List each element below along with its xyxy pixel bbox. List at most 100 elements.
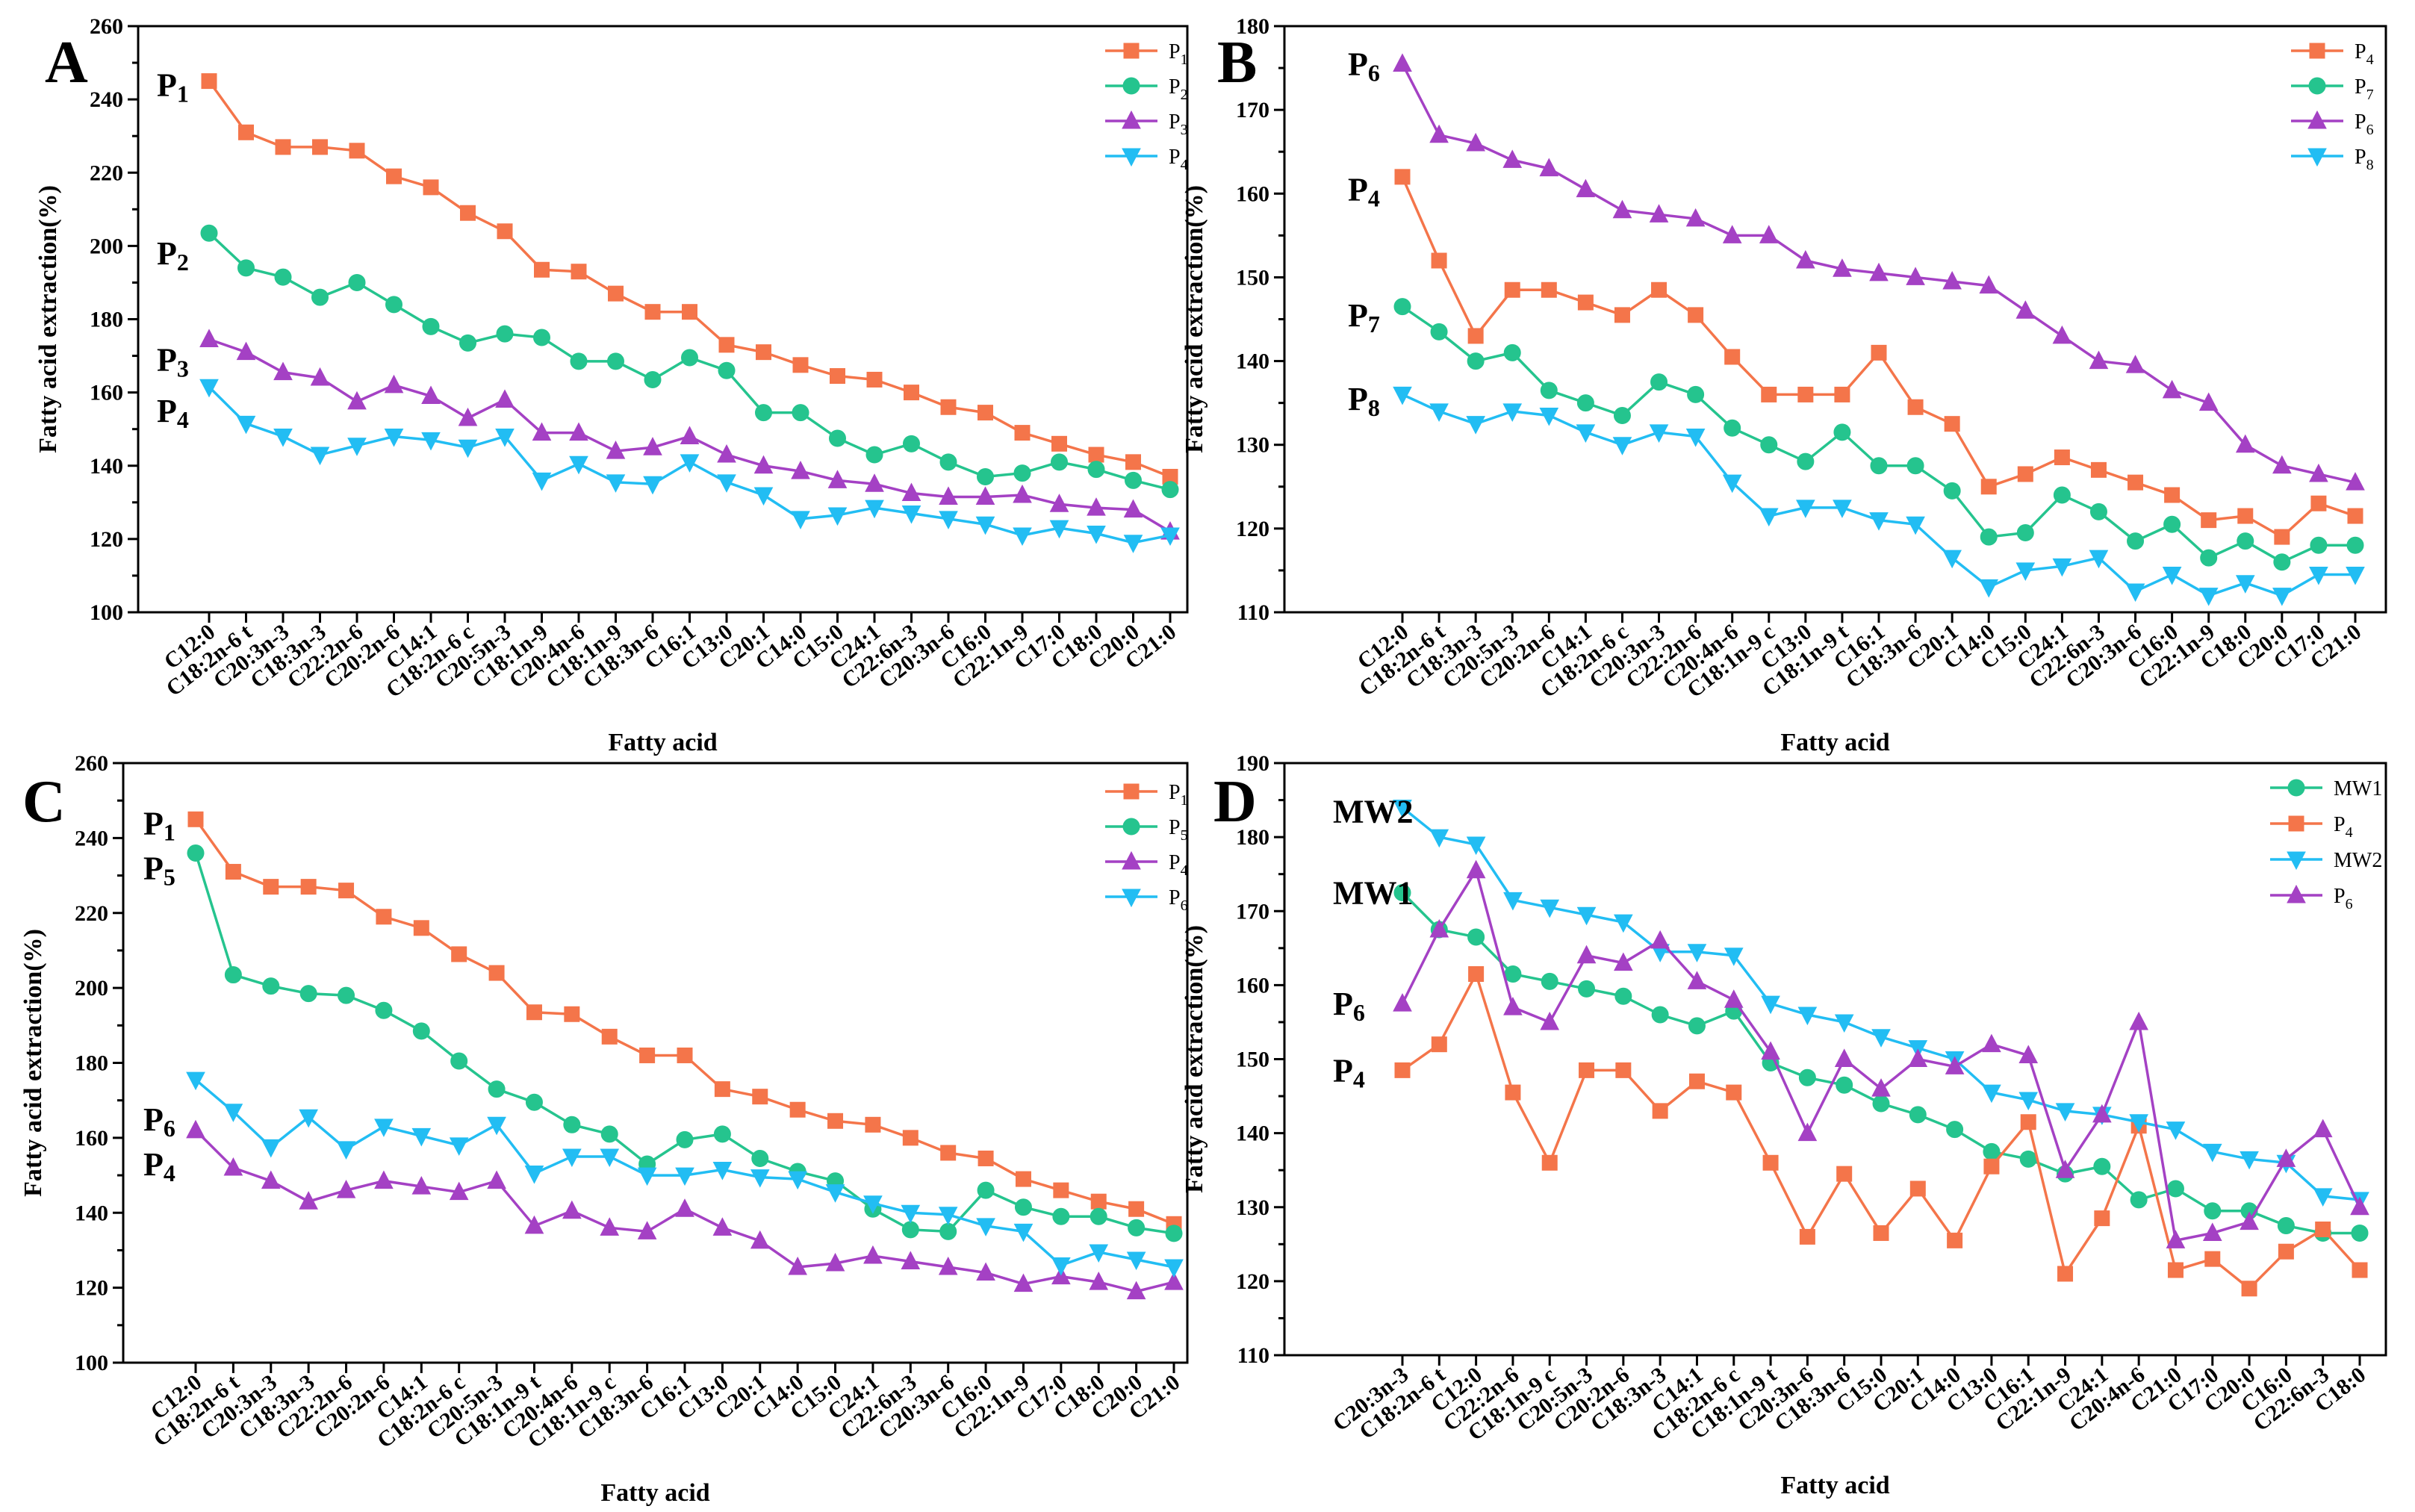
data-point [312, 139, 328, 155]
data-point [200, 224, 218, 242]
data-point [2127, 532, 2145, 550]
data-point [1052, 1207, 1070, 1225]
data-point [569, 422, 588, 441]
data-point [1504, 965, 1522, 983]
data-point [223, 1104, 243, 1122]
data-point [1430, 323, 1448, 340]
data-point [497, 223, 513, 240]
data-point [2201, 512, 2217, 529]
legend-entry: MW1 [2270, 777, 2382, 800]
legend-label: P1 [1169, 781, 1188, 809]
data-point [274, 268, 292, 286]
data-point [2053, 486, 2071, 504]
data-point [2015, 562, 2036, 582]
data-point [830, 368, 845, 385]
data-point [1393, 53, 1412, 72]
data-point [449, 1137, 469, 1156]
plot-frame [1283, 25, 2387, 614]
data-point [299, 1109, 318, 1128]
data-point [2125, 355, 2145, 373]
series-annotation: P3 [157, 341, 189, 382]
data-point [1869, 262, 1889, 281]
data-point [1612, 199, 1632, 219]
series-line [1401, 867, 2361, 1242]
data-point [1833, 423, 1851, 441]
data-point [224, 966, 242, 984]
data-point [1687, 971, 1707, 989]
data-point [902, 1130, 919, 1146]
data-point [348, 273, 366, 291]
data-point [600, 1217, 620, 1236]
y-tick-label: 140 [1236, 349, 1269, 374]
data-point [2277, 1217, 2295, 1235]
panel-letter: C [22, 769, 66, 835]
data-point [347, 438, 367, 456]
data-point [413, 920, 429, 936]
series-annotation: P7 [1348, 297, 1380, 337]
data-point [978, 1150, 994, 1166]
y-tick-label: 220 [75, 901, 108, 926]
data-point [2162, 567, 2182, 585]
data-point [2315, 1221, 2331, 1237]
legend-entry: MW2 [2270, 849, 2382, 872]
data-point [1869, 512, 1889, 531]
data-point [1650, 373, 1668, 391]
data-point [901, 482, 921, 502]
y-tick-label: 120 [1236, 517, 1269, 541]
data-point [1871, 344, 1887, 361]
data-point [637, 1167, 657, 1186]
data-point [1759, 508, 1779, 527]
data-point [1429, 829, 1449, 848]
legend-label: P5 [1169, 816, 1188, 844]
data-point [2019, 1150, 2037, 1168]
data-point [1393, 386, 1412, 405]
data-point [524, 1166, 544, 1184]
data-point [1087, 461, 1105, 479]
data-point [384, 374, 404, 393]
data-point [1087, 526, 1106, 544]
data-point [262, 977, 280, 995]
data-point [1505, 1084, 1521, 1101]
data-point [827, 470, 848, 488]
y-tick-label: 160 [75, 1126, 108, 1151]
data-point [1393, 298, 1411, 316]
data-point [1160, 527, 1180, 547]
legend-entry: P5 [1105, 816, 1188, 844]
series-annotation: P4 [1348, 172, 1380, 212]
data-point [939, 1222, 957, 1240]
data-point [1612, 437, 1632, 455]
data-point [347, 391, 367, 410]
data-point [336, 1141, 356, 1160]
series-p2 [200, 224, 1179, 499]
series-mw2 [1393, 799, 2369, 1210]
data-point [1797, 452, 1815, 470]
data-point [2240, 1211, 2259, 1231]
data-point [225, 864, 241, 880]
legend-label: MW2 [2334, 849, 2382, 872]
data-point [1394, 169, 1411, 185]
data-point [199, 379, 219, 398]
data-point [199, 329, 219, 347]
data-point [1980, 528, 1998, 546]
data-point [2309, 463, 2328, 482]
data-point [1761, 995, 1780, 1015]
data-point [712, 1217, 733, 1236]
data-point [1125, 454, 1141, 470]
y-tick-label: 130 [1236, 1195, 1269, 1220]
data-point [2202, 1143, 2222, 1163]
data-point [311, 288, 329, 306]
data-point [1871, 1029, 1891, 1048]
data-point [1836, 1076, 1853, 1094]
legend-label: P2 [1169, 75, 1188, 103]
data-point [606, 441, 626, 459]
data-point [1688, 1073, 1705, 1089]
data-point [680, 426, 700, 444]
data-point [563, 1116, 581, 1133]
data-point [421, 432, 441, 451]
data-point [201, 73, 217, 90]
panel-a: 100120140160180200220240260C12:0C18:2n-6… [34, 14, 1189, 756]
data-point [643, 476, 662, 495]
data-point [1947, 1232, 1963, 1248]
data-point [1724, 989, 1744, 1008]
panel-letter: D [1213, 769, 1257, 835]
